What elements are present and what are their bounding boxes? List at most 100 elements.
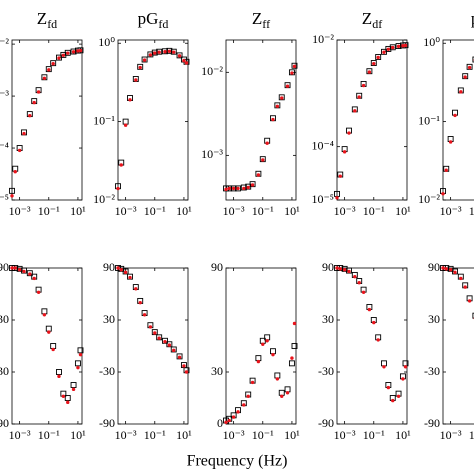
y-tick-label: 90	[103, 260, 115, 274]
y-tick-label: 30	[322, 312, 334, 326]
dot-marker	[290, 356, 294, 360]
square-marker	[235, 185, 241, 192]
dot-marker	[10, 266, 14, 270]
dot-marker	[57, 56, 61, 60]
dot-marker	[246, 394, 250, 398]
dot-marker	[357, 281, 361, 285]
dot-marker	[47, 330, 51, 334]
dot-marker	[357, 95, 361, 99]
dot-marker	[342, 150, 347, 154]
y-tick-label: -30	[318, 364, 334, 378]
title-main: Z	[252, 9, 262, 28]
title-main: Z	[362, 9, 372, 28]
dot-marker	[61, 394, 66, 398]
dot-marker	[134, 287, 138, 291]
square-marker	[472, 312, 474, 319]
dot-marker	[386, 47, 391, 51]
square-marker	[166, 47, 173, 54]
y-tick-label: 30	[103, 312, 115, 326]
dot-marker	[32, 100, 36, 105]
x-tick-label: 10⁻¹	[252, 204, 274, 218]
square-marker	[255, 355, 262, 362]
dot-marker	[441, 192, 445, 196]
dot-marker	[256, 173, 261, 177]
dot-marker	[335, 266, 339, 270]
x-tick-label: 10⁻¹	[469, 204, 474, 218]
dot-marker	[184, 370, 189, 374]
dot-marker	[172, 50, 176, 54]
dot-marker	[153, 51, 157, 55]
square-marker	[70, 48, 77, 55]
dot-marker	[275, 377, 280, 381]
dot-marker	[292, 64, 297, 69]
y-tick-label: 30	[428, 312, 440, 326]
dot-marker	[401, 44, 405, 48]
square-marker	[170, 48, 177, 55]
y-tick-label: -30	[424, 364, 440, 378]
y-tick-label: 30	[211, 364, 223, 378]
square-marker	[291, 62, 298, 69]
square-marker	[375, 54, 382, 60]
dot-marker	[148, 325, 153, 329]
dot-marker	[128, 275, 132, 280]
x-tick-label: 10⁻³	[115, 204, 137, 218]
square-marker	[176, 52, 183, 59]
square-marker	[50, 343, 57, 349]
dot-marker	[459, 90, 463, 94]
title-sub: fd	[47, 17, 57, 31]
dot-marker	[382, 365, 386, 369]
dot-marker	[376, 338, 380, 342]
x-tick-label: 10¹	[284, 204, 300, 218]
square-marker	[56, 369, 62, 375]
dot-marker	[353, 109, 357, 113]
dot-marker	[372, 61, 376, 66]
panel-title: Zfd	[37, 9, 57, 31]
dot-marker	[467, 65, 472, 70]
x-tick-label: 10¹	[70, 428, 86, 442]
y-tick-label: -90	[318, 416, 334, 430]
y-tick-label: 90	[0, 260, 9, 274]
dot-marker	[391, 398, 395, 403]
dot-marker	[177, 355, 182, 359]
dot-marker	[250, 183, 255, 187]
dot-marker	[42, 313, 47, 317]
square-marker	[41, 308, 48, 315]
plot-frame	[442, 267, 474, 425]
dot-marker	[453, 113, 457, 118]
dot-marker	[403, 43, 408, 48]
dot-marker	[453, 270, 457, 275]
title-main: Z	[37, 9, 47, 28]
dot-marker	[367, 307, 372, 312]
dot-marker	[119, 268, 123, 272]
dot-marker	[17, 268, 22, 272]
y-tick-label: 90	[211, 260, 223, 274]
dot-marker	[231, 186, 236, 191]
dot-marker	[250, 380, 255, 385]
x-tick-label: 10⁻³	[9, 428, 31, 442]
dot-marker	[335, 196, 339, 200]
x-tick-label: 10⁻³	[440, 204, 462, 218]
square-marker	[395, 43, 402, 50]
dot-marker	[236, 186, 240, 191]
x-tick-label: 10⁻³	[223, 204, 245, 218]
dot-marker	[403, 365, 408, 369]
dot-marker	[347, 131, 351, 135]
dot-marker	[51, 347, 55, 352]
x-tick-label: 10⁻¹	[38, 204, 60, 218]
dot-marker	[142, 313, 147, 317]
x-tick-label: 10¹	[176, 428, 192, 442]
dot-marker	[28, 113, 32, 118]
x-tick-label: 10¹	[70, 204, 86, 218]
square-marker	[9, 187, 15, 194]
dot-marker	[157, 50, 161, 54]
dot-marker	[285, 84, 290, 88]
dot-marker	[148, 53, 153, 57]
square-marker	[74, 360, 81, 367]
dot-marker	[292, 321, 297, 326]
square-marker	[156, 48, 163, 55]
dot-marker	[36, 290, 41, 294]
dot-marker	[280, 394, 284, 398]
plot-frame	[225, 39, 297, 201]
dot-marker	[396, 394, 401, 398]
title-sub: ff	[262, 17, 270, 31]
